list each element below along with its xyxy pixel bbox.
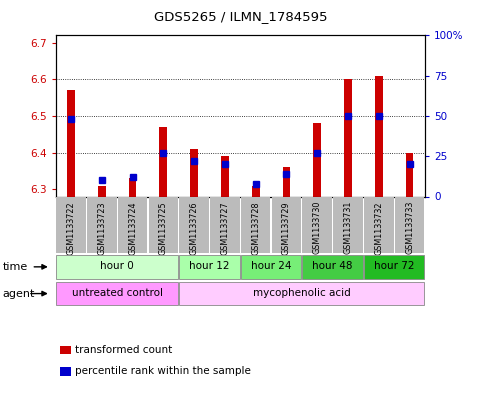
Text: GSM1133729: GSM1133729: [282, 201, 291, 255]
Text: GSM1133732: GSM1133732: [374, 201, 384, 255]
Text: untreated control: untreated control: [71, 288, 163, 298]
Bar: [252, 185, 259, 196]
Text: GDS5265 / ILMN_1784595: GDS5265 / ILMN_1784595: [154, 10, 327, 23]
Text: GSM1133727: GSM1133727: [220, 201, 229, 255]
Text: GSM1133730: GSM1133730: [313, 201, 322, 254]
Text: GSM1133724: GSM1133724: [128, 201, 137, 255]
Text: transformed count: transformed count: [75, 345, 172, 355]
Text: GSM1133725: GSM1133725: [159, 201, 168, 255]
Text: GSM1133731: GSM1133731: [343, 201, 353, 254]
Bar: [272, 196, 301, 253]
Text: GSM1133728: GSM1133728: [251, 201, 260, 255]
Bar: [128, 178, 136, 196]
Text: hour 0: hour 0: [100, 261, 134, 271]
Bar: [210, 196, 240, 253]
Text: GSM1133726: GSM1133726: [190, 201, 199, 255]
Bar: [283, 167, 290, 196]
Bar: [221, 156, 229, 196]
Text: GSM1133723: GSM1133723: [97, 201, 106, 255]
Bar: [344, 79, 352, 196]
Bar: [56, 282, 178, 305]
Bar: [118, 196, 147, 253]
Bar: [313, 123, 321, 196]
Bar: [56, 255, 178, 279]
Bar: [98, 185, 106, 196]
Bar: [179, 282, 425, 305]
Text: hour 12: hour 12: [189, 261, 230, 271]
Text: mycophenolic acid: mycophenolic acid: [253, 288, 351, 298]
Bar: [241, 196, 270, 253]
Text: GSM1133722: GSM1133722: [67, 201, 75, 255]
Bar: [179, 196, 209, 253]
Bar: [67, 90, 75, 196]
Bar: [179, 255, 240, 279]
Text: hour 48: hour 48: [313, 261, 353, 271]
Bar: [302, 196, 332, 253]
Text: GSM1133733: GSM1133733: [405, 201, 414, 254]
Bar: [56, 196, 85, 253]
Text: time: time: [2, 262, 28, 272]
Bar: [241, 255, 301, 279]
Bar: [149, 196, 178, 253]
Bar: [395, 196, 425, 253]
Bar: [375, 75, 383, 196]
Bar: [364, 196, 394, 253]
Text: agent: agent: [2, 288, 35, 299]
Bar: [87, 196, 116, 253]
Bar: [406, 152, 413, 196]
Bar: [364, 255, 425, 279]
Text: hour 72: hour 72: [374, 261, 414, 271]
Bar: [190, 149, 198, 196]
Bar: [333, 196, 363, 253]
Text: hour 24: hour 24: [251, 261, 291, 271]
Text: percentile rank within the sample: percentile rank within the sample: [75, 366, 251, 376]
Bar: [159, 127, 167, 196]
Bar: [302, 255, 363, 279]
